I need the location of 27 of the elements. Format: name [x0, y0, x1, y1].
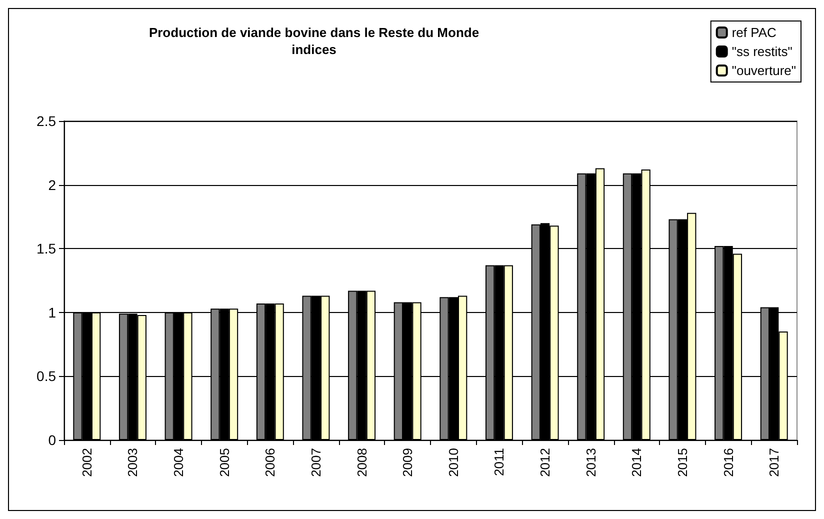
legend-label: ref PAC: [732, 25, 776, 40]
x-tick-label: 2005: [216, 448, 232, 477]
x-tick-label: 2009: [400, 448, 416, 477]
chart-subtitle: indices: [292, 42, 336, 57]
x-tick-label: 2016: [720, 448, 736, 477]
x-tick-label: 2004: [171, 448, 186, 477]
y-tick-label: 2: [48, 176, 56, 193]
legend-label: "ouverture": [732, 63, 796, 78]
x-tick-label: 2003: [125, 448, 140, 477]
x-tick-label: 2010: [446, 448, 461, 477]
x-tick-label: 2012: [538, 448, 553, 477]
x-tick-label: 2014: [629, 448, 644, 477]
x-tick-label: 2013: [583, 448, 598, 477]
x-tick-label: 2008: [354, 448, 370, 477]
chart-title: Production de viande bovine dans le Reste du Monde: [148, 25, 480, 40]
y-tick-label: 0.5: [36, 368, 56, 384]
y-tick-label: 1: [48, 304, 56, 320]
y-tick-label: 2.5: [36, 113, 56, 129]
x-tick-label: 2006: [262, 448, 278, 477]
y-tick-label: 0: [48, 432, 56, 448]
x-tick-label: 2015: [674, 448, 690, 477]
x-tick-label: 2011: [492, 448, 507, 476]
y-tick-label: 1.5: [36, 240, 56, 257]
x-tick-label: 2017: [766, 448, 782, 477]
x-tick-label: 2002: [79, 448, 94, 477]
x-tick-label: 2007: [308, 448, 324, 477]
legend-label: "ss restits": [732, 44, 793, 59]
